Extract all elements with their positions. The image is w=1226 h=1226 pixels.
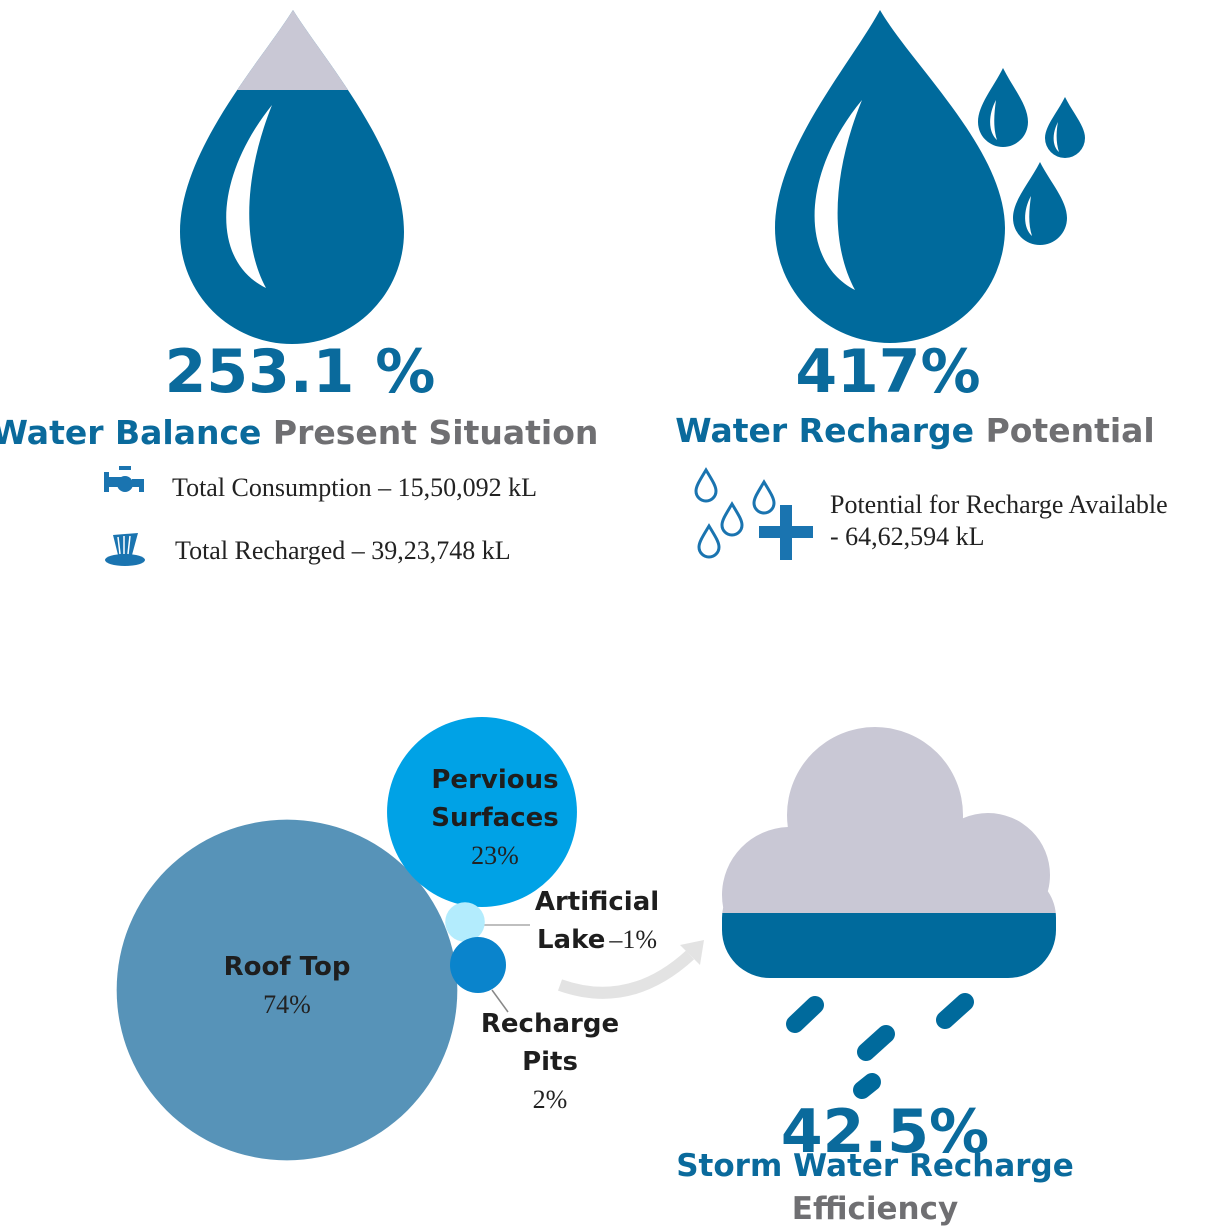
bubble-label: Pervious: [431, 765, 558, 795]
heading-strong: Water Balance: [0, 413, 261, 452]
bubble: [445, 902, 485, 942]
heading-strong: Storm Water Recharge: [676, 1148, 1074, 1184]
bubble-label-line: Pits: [522, 1047, 578, 1077]
drops-icon: [775, 10, 1085, 343]
bubble-label-line: Lake: [537, 925, 605, 955]
waterfall-icon: [105, 533, 145, 566]
bubble-label-line: Recharge: [481, 1009, 619, 1039]
item: Total Recharged – 39,23,748 kL: [175, 536, 511, 565]
heading-strong: Water Recharge: [675, 411, 974, 450]
bubble-label: Recharge: [481, 1009, 619, 1039]
cloud-icon: [722, 727, 1056, 978]
bubble-label-line: Pervious: [431, 765, 558, 795]
item: Potential for Recharge Available: [830, 490, 1168, 519]
bubble-label: Surfaces: [431, 803, 558, 833]
bubble-label: Roof Top: [224, 952, 351, 982]
bubbles: Roof Top 74% Pervious Surfaces 23% Artificial…: [116, 717, 659, 1161]
heading: Water Recharge Potential: [675, 411, 1155, 450]
bubble-value: 1%: [622, 925, 657, 954]
bubble-label-line: Surfaces: [431, 803, 558, 833]
bubble-label: Pits: [522, 1047, 578, 1077]
percent: 42.5%: [781, 1097, 989, 1167]
heading-rest: Potential: [986, 411, 1155, 450]
heading: Water Balance Present Situation: [0, 413, 598, 452]
leader-line: [491, 989, 509, 1013]
drop-icon: [180, 10, 404, 344]
drops-plus-icon: [694, 467, 776, 559]
heading-rest: Present Situation: [273, 413, 599, 452]
separator: –: [608, 925, 623, 954]
bubble-value: 23%: [471, 841, 519, 870]
bubble-label-line: Artificial: [535, 887, 659, 917]
bubble-label-line: Roof Top: [224, 952, 351, 982]
bubble-label: Lake –1%: [537, 925, 657, 955]
arrow: [557, 940, 704, 999]
bubble-value: 74%: [263, 990, 311, 1019]
bubble-value: 2%: [533, 1085, 568, 1114]
heading-rest: Efficiency: [792, 1191, 958, 1226]
bubble: [449, 936, 507, 994]
bubble: [116, 819, 458, 1161]
rain: [786, 993, 974, 1099]
bubble-label: Artificial: [535, 887, 659, 917]
plus-icon: [759, 505, 813, 560]
percent: 253.1 %: [165, 337, 436, 407]
item: - 64,62,594 kL: [830, 522, 985, 551]
percent: 417%: [795, 337, 980, 407]
bubble: [387, 717, 577, 907]
tap-icon: [104, 466, 144, 492]
item: Total Consumption – 15,50,092 kL: [172, 473, 537, 502]
